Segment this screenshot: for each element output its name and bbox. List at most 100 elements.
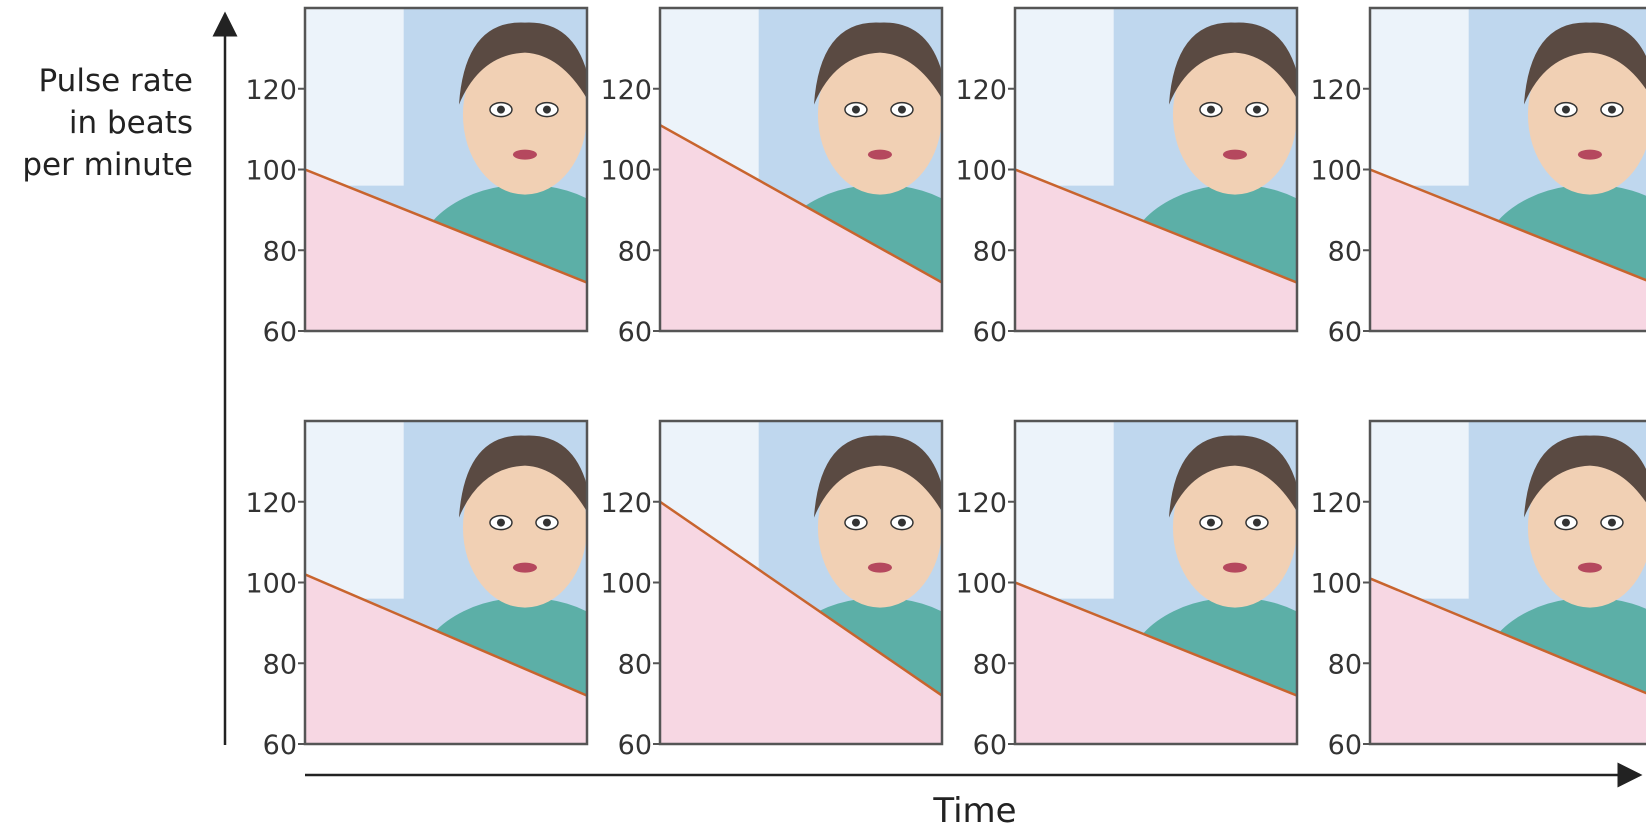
- y-tick-label: 120: [955, 488, 1007, 519]
- x-axis-label: Time: [932, 791, 1016, 829]
- y-tick-label: 80: [618, 649, 652, 680]
- panel-illustration-2: [660, 8, 942, 331]
- pulse-line-6: [660, 500, 942, 697]
- mouth: [1222, 562, 1247, 573]
- pulse-area-2: [660, 125, 942, 331]
- face: [1527, 34, 1646, 195]
- panel-illustration-7: [1015, 421, 1297, 744]
- panel-illustration-8: [1370, 421, 1646, 744]
- face: [462, 34, 587, 195]
- window-highlight: [305, 8, 404, 186]
- pupil-left: [1561, 105, 1570, 114]
- y-tick-label: 100: [245, 569, 297, 600]
- mouth: [1577, 562, 1602, 573]
- y-tick-label: 100: [955, 156, 1007, 187]
- panel-6: 60 80 100 120: [600, 419, 944, 761]
- pupil-left: [851, 105, 860, 114]
- y-tick-label: 120: [600, 75, 652, 106]
- window-highlight: [1015, 8, 1114, 186]
- y-tick-label: 100: [245, 156, 297, 187]
- y-tick-label: 100: [955, 569, 1007, 600]
- pupil-right: [542, 518, 551, 527]
- pupil-left: [496, 518, 505, 527]
- y-tick-label: 120: [1310, 75, 1362, 106]
- window-highlight: [1370, 421, 1469, 599]
- pupil-left: [1206, 105, 1215, 114]
- window-highlight: [1015, 421, 1114, 599]
- pulse-area-7: [1015, 582, 1297, 744]
- pulse-line-4: [1370, 168, 1646, 282]
- hair: [813, 22, 942, 105]
- panel-illustration-4: [1370, 8, 1646, 331]
- y-tick-label: 100: [1310, 156, 1362, 187]
- y-tick-label: 120: [245, 488, 297, 519]
- face: [817, 34, 942, 195]
- y-tick-label: 120: [600, 488, 652, 519]
- y-axis-label-line-1: Pulse rate: [39, 63, 193, 99]
- y-tick-label: 80: [1328, 236, 1362, 267]
- hair: [813, 435, 942, 518]
- y-axis-label-line-3: per minute: [22, 147, 193, 183]
- mouth: [1577, 149, 1602, 160]
- window-highlight: [1370, 8, 1469, 186]
- y-tick-label: 60: [618, 730, 652, 761]
- y-tick-label: 60: [263, 317, 297, 348]
- pupil-right: [1252, 518, 1261, 527]
- face: [1172, 34, 1297, 195]
- pulse-area-8: [1370, 578, 1646, 744]
- face: [1527, 447, 1646, 608]
- panel-5: 60 80 100 120: [245, 419, 589, 761]
- hair: [1168, 435, 1297, 518]
- pupil-left: [496, 105, 505, 114]
- y-tick-label: 80: [618, 236, 652, 267]
- face: [817, 447, 942, 608]
- y-tick-label: 100: [600, 156, 652, 187]
- pupil-right: [897, 518, 906, 527]
- pupil-right: [542, 105, 551, 114]
- pupil-left: [1206, 518, 1215, 527]
- panel-7: 60 80 100 120: [955, 419, 1299, 761]
- panel-2: 60 80 100 120: [600, 6, 944, 348]
- mouth: [512, 149, 537, 160]
- pupil-left: [851, 518, 860, 527]
- y-tick-label: 80: [263, 649, 297, 680]
- y-tick-label: 120: [1310, 488, 1362, 519]
- y-tick-label: 60: [1328, 317, 1362, 348]
- y-tick-label: 60: [973, 317, 1007, 348]
- pupil-left: [1561, 518, 1570, 527]
- pupil-right: [897, 105, 906, 114]
- hair: [1168, 22, 1297, 105]
- y-tick-label: 60: [1328, 730, 1362, 761]
- pulse-area-6: [660, 501, 942, 744]
- mouth: [867, 562, 892, 573]
- pulse-line-5: [305, 573, 587, 697]
- y-tick-label: 60: [973, 730, 1007, 761]
- y-tick-label: 80: [263, 236, 297, 267]
- y-tick-label: 80: [973, 649, 1007, 680]
- mouth: [867, 149, 892, 160]
- y-tick-label: 80: [973, 236, 1007, 267]
- panel-8: 60 80 100 120: [1310, 419, 1646, 761]
- panel-grid: 60 80 100 120 60 80 100 120 60 80 100 120 60 80 100 120…: [245, 6, 1646, 761]
- mouth: [512, 562, 537, 573]
- pulse-line-2: [660, 123, 942, 284]
- mouth: [1222, 149, 1247, 160]
- hair: [458, 22, 587, 105]
- y-tick-label: 80: [1328, 649, 1362, 680]
- panel-illustration-1: [305, 8, 587, 331]
- window-highlight: [305, 421, 404, 599]
- panel-illustration-6: [660, 421, 942, 744]
- pupil-right: [1607, 105, 1616, 114]
- pulse-area-1: [305, 169, 587, 331]
- hair: [1523, 435, 1646, 518]
- panel-illustration-5: [305, 421, 587, 744]
- panel-1: 60 80 100 120: [245, 6, 589, 348]
- y-axis-label-line-2: in beats: [69, 105, 193, 141]
- y-tick-label: 120: [955, 75, 1007, 106]
- panel-3: 60 80 100 120: [955, 6, 1299, 348]
- pulse-line-7: [1015, 581, 1297, 697]
- pulse-area-3: [1015, 169, 1297, 331]
- pulse-line-3: [1015, 168, 1297, 284]
- hair: [458, 435, 587, 518]
